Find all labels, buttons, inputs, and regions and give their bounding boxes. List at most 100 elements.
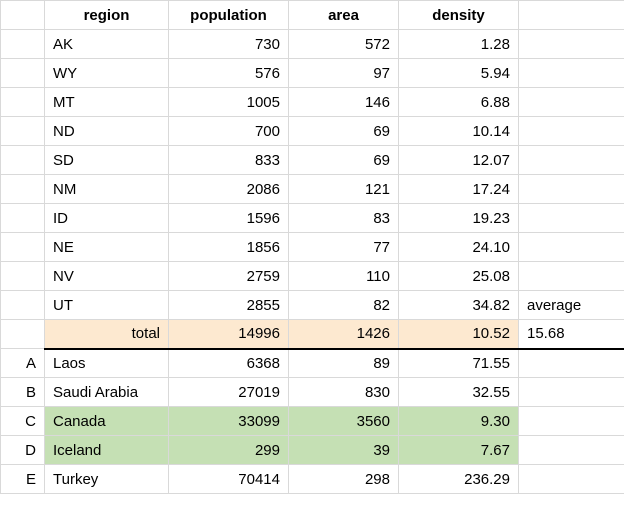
row-letter[interactable] [1,88,45,117]
cell-density[interactable]: 34.82 [399,291,519,320]
cell-extra[interactable] [519,204,624,233]
cell-population[interactable]: 730 [169,30,289,59]
row-letter[interactable]: B [1,378,45,407]
cell-region[interactable]: UT [45,291,169,320]
cell-area[interactable]: 298 [289,465,399,494]
total-population[interactable]: 14996 [169,320,289,349]
cell-population[interactable]: 2855 [169,291,289,320]
table-row[interactable]: ETurkey70414298236.29 [1,465,624,494]
cell-density[interactable]: 7.67 [399,436,519,465]
table-row[interactable]: SD8336912.07 [1,146,624,175]
row-letter[interactable] [1,233,45,262]
total-density[interactable]: 10.52 [399,320,519,349]
table-row[interactable]: CCanada3309935609.30 [1,407,624,436]
row-letter[interactable]: E [1,465,45,494]
cell-region[interactable]: NM [45,175,169,204]
row-letter[interactable] [1,117,45,146]
cell-population[interactable]: 70414 [169,465,289,494]
cell-area[interactable]: 83 [289,204,399,233]
cell-region[interactable]: Iceland [45,436,169,465]
table-row[interactable]: NM208612117.24 [1,175,624,204]
table-row[interactable]: ND7006910.14 [1,117,624,146]
cell-extra[interactable] [519,349,624,378]
cell-density[interactable]: 25.08 [399,262,519,291]
cell-population[interactable]: 1005 [169,88,289,117]
row-letter[interactable] [1,320,45,349]
cell-population[interactable]: 576 [169,59,289,88]
cell-region[interactable]: WY [45,59,169,88]
spreadsheet-table[interactable]: region population area density AK7305721… [0,0,624,494]
cell-density[interactable]: 12.07 [399,146,519,175]
cell-region[interactable]: Laos [45,349,169,378]
row-letter[interactable]: A [1,349,45,378]
cell-area[interactable]: 121 [289,175,399,204]
cell-extra[interactable] [519,88,624,117]
cell-density[interactable]: 1.28 [399,30,519,59]
cell-area[interactable]: 82 [289,291,399,320]
cell-extra[interactable] [519,465,624,494]
cell-area[interactable]: 97 [289,59,399,88]
cell-region[interactable]: MT [45,88,169,117]
cell-extra[interactable] [519,407,624,436]
cell-population[interactable]: 299 [169,436,289,465]
table-row[interactable]: DIceland299397.67 [1,436,624,465]
table-row[interactable]: NV275911025.08 [1,262,624,291]
cell-area[interactable]: 572 [289,30,399,59]
cell-area[interactable]: 69 [289,146,399,175]
cell-density[interactable]: 24.10 [399,233,519,262]
table-row[interactable]: WY576975.94 [1,59,624,88]
cell-population[interactable]: 833 [169,146,289,175]
cell-extra[interactable] [519,30,624,59]
table-row[interactable]: ID15968319.23 [1,204,624,233]
cell-region[interactable]: Turkey [45,465,169,494]
cell-population[interactable]: 1856 [169,233,289,262]
cell-region[interactable]: Saudi Arabia [45,378,169,407]
row-letter[interactable] [1,146,45,175]
cell-population[interactable]: 2086 [169,175,289,204]
row-letter[interactable] [1,204,45,233]
cell-extra[interactable] [519,175,624,204]
row-letter[interactable] [1,175,45,204]
cell-population[interactable]: 2759 [169,262,289,291]
row-letter[interactable] [1,59,45,88]
cell-extra[interactable] [519,146,624,175]
cell-region[interactable]: AK [45,30,169,59]
cell-density[interactable]: 32.55 [399,378,519,407]
cell-region[interactable]: ND [45,117,169,146]
cell-population[interactable]: 1596 [169,204,289,233]
table-row[interactable]: MT10051466.88 [1,88,624,117]
cell-region[interactable]: NE [45,233,169,262]
cell-area[interactable]: 146 [289,88,399,117]
table-row[interactable]: UT28558234.82average [1,291,624,320]
cell-density[interactable]: 9.30 [399,407,519,436]
total-extra[interactable]: 15.68 [519,320,624,349]
cell-area[interactable]: 110 [289,262,399,291]
cell-area[interactable]: 77 [289,233,399,262]
cell-population[interactable]: 700 [169,117,289,146]
cell-region[interactable]: SD [45,146,169,175]
cell-population[interactable]: 33099 [169,407,289,436]
row-letter[interactable]: D [1,436,45,465]
cell-extra[interactable] [519,436,624,465]
cell-area[interactable]: 89 [289,349,399,378]
cell-density[interactable]: 6.88 [399,88,519,117]
cell-population[interactable]: 6368 [169,349,289,378]
cell-area[interactable]: 69 [289,117,399,146]
table-row[interactable]: NE18567724.10 [1,233,624,262]
cell-extra[interactable] [519,233,624,262]
cell-density[interactable]: 5.94 [399,59,519,88]
table-row[interactable]: BSaudi Arabia2701983032.55 [1,378,624,407]
cell-density[interactable]: 10.14 [399,117,519,146]
cell-area[interactable]: 830 [289,378,399,407]
total-label[interactable]: total [45,320,169,349]
cell-population[interactable]: 27019 [169,378,289,407]
row-letter[interactable] [1,30,45,59]
cell-area[interactable]: 3560 [289,407,399,436]
cell-density[interactable]: 19.23 [399,204,519,233]
row-letter[interactable] [1,291,45,320]
cell-extra[interactable] [519,117,624,146]
cell-extra[interactable] [519,59,624,88]
cell-area[interactable]: 39 [289,436,399,465]
cell-density[interactable]: 17.24 [399,175,519,204]
cell-region[interactable]: ID [45,204,169,233]
